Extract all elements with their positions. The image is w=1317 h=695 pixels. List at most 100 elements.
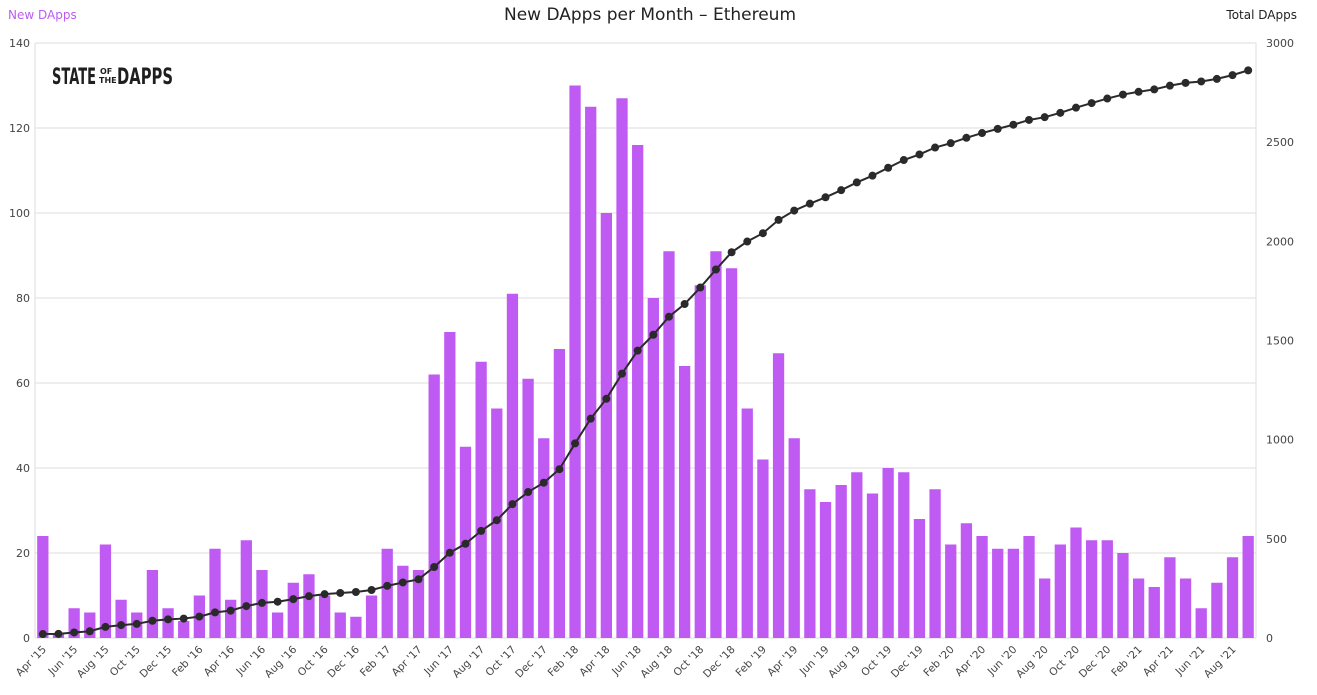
bar[interactable]: [992, 548, 1004, 638]
bar[interactable]: [757, 459, 769, 639]
line-point[interactable]: [132, 619, 141, 628]
bar[interactable]: [1117, 553, 1129, 638]
line-point[interactable]: [414, 575, 423, 584]
bar[interactable]: [68, 608, 80, 638]
bar[interactable]: [178, 621, 190, 638]
bar[interactable]: [725, 268, 738, 638]
line-point[interactable]: [899, 156, 908, 165]
line-point[interactable]: [805, 199, 814, 208]
bar[interactable]: [365, 595, 378, 639]
bar[interactable]: [1039, 578, 1051, 639]
bar[interactable]: [1195, 608, 1207, 638]
bar[interactable]: [1101, 540, 1113, 638]
line-point[interactable]: [289, 595, 298, 604]
line-point[interactable]: [1009, 120, 1018, 129]
line-point[interactable]: [54, 629, 63, 638]
line-point[interactable]: [492, 516, 501, 525]
line-point[interactable]: [117, 621, 126, 630]
line-point[interactable]: [195, 612, 204, 621]
line-point[interactable]: [602, 394, 611, 403]
bar[interactable]: [647, 298, 659, 638]
bar[interactable]: [741, 408, 753, 639]
line-point[interactable]: [226, 606, 235, 615]
bar[interactable]: [240, 540, 252, 638]
line-point[interactable]: [711, 265, 720, 274]
bar[interactable]: [115, 599, 127, 638]
line-point[interactable]: [85, 627, 94, 636]
bar[interactable]: [506, 293, 519, 638]
line-point[interactable]: [790, 206, 799, 215]
bar[interactable]: [569, 85, 581, 639]
line-point[interactable]: [586, 414, 595, 423]
line-point[interactable]: [1244, 66, 1253, 75]
line-point[interactable]: [1212, 74, 1221, 83]
line-point[interactable]: [618, 369, 627, 378]
bar[interactable]: [663, 251, 675, 638]
bar[interactable]: [271, 612, 284, 639]
line-point[interactable]: [445, 548, 454, 557]
line-point[interactable]: [70, 628, 79, 637]
line-point[interactable]: [1165, 81, 1174, 90]
bar[interactable]: [851, 472, 863, 638]
line-point[interactable]: [1025, 115, 1034, 124]
line-point[interactable]: [1134, 87, 1143, 96]
line-point[interactable]: [257, 598, 266, 607]
line-point[interactable]: [1071, 103, 1080, 112]
line-point[interactable]: [164, 615, 173, 624]
line-point[interactable]: [477, 526, 486, 535]
line-point[interactable]: [1040, 113, 1049, 122]
line-point[interactable]: [727, 248, 736, 257]
bar[interactable]: [428, 374, 440, 639]
bar[interactable]: [929, 489, 941, 638]
line-point[interactable]: [946, 139, 955, 148]
line-point[interactable]: [993, 124, 1002, 133]
bar[interactable]: [1007, 548, 1020, 638]
line-point[interactable]: [320, 590, 329, 599]
line-point[interactable]: [931, 143, 940, 152]
line-point[interactable]: [696, 283, 705, 292]
bar[interactable]: [412, 570, 425, 638]
bar[interactable]: [84, 612, 96, 639]
line-point[interactable]: [774, 215, 783, 224]
bar[interactable]: [678, 366, 691, 638]
line-point[interactable]: [101, 622, 110, 631]
line-point[interactable]: [915, 150, 924, 159]
line-point[interactable]: [1150, 85, 1159, 94]
line-point[interactable]: [430, 562, 439, 571]
bar[interactable]: [37, 536, 49, 638]
line-point[interactable]: [148, 616, 157, 625]
bar[interactable]: [303, 574, 315, 638]
bar[interactable]: [819, 502, 832, 638]
line-point[interactable]: [978, 129, 987, 138]
line-point[interactable]: [1087, 99, 1096, 108]
line-point[interactable]: [743, 237, 752, 246]
line-point[interactable]: [398, 578, 407, 587]
left-axis-title[interactable]: New DApps: [8, 8, 77, 22]
line-point[interactable]: [383, 581, 392, 590]
line-point[interactable]: [884, 163, 893, 172]
bar[interactable]: [898, 472, 910, 638]
bar[interactable]: [334, 612, 346, 639]
bar[interactable]: [381, 548, 393, 638]
bar[interactable]: [475, 361, 487, 638]
bar[interactable]: [1023, 536, 1035, 638]
bar[interactable]: [397, 565, 409, 638]
line-point[interactable]: [821, 193, 830, 202]
bar[interactable]: [1164, 557, 1176, 638]
bar[interactable]: [960, 523, 973, 638]
line-point[interactable]: [555, 465, 564, 474]
bar[interactable]: [616, 98, 628, 638]
line-point[interactable]: [1056, 108, 1065, 117]
line-point[interactable]: [1197, 77, 1206, 86]
line-point[interactable]: [508, 500, 517, 509]
bar[interactable]: [318, 595, 331, 639]
line-point[interactable]: [1118, 90, 1127, 99]
line-point[interactable]: [242, 602, 251, 611]
line-point[interactable]: [758, 229, 767, 238]
bar[interactable]: [1054, 544, 1066, 639]
bar[interactable]: [1070, 527, 1082, 639]
bar[interactable]: [882, 468, 894, 638]
bar[interactable]: [99, 544, 112, 639]
bar[interactable]: [1132, 578, 1145, 639]
bar[interactable]: [1242, 536, 1254, 638]
